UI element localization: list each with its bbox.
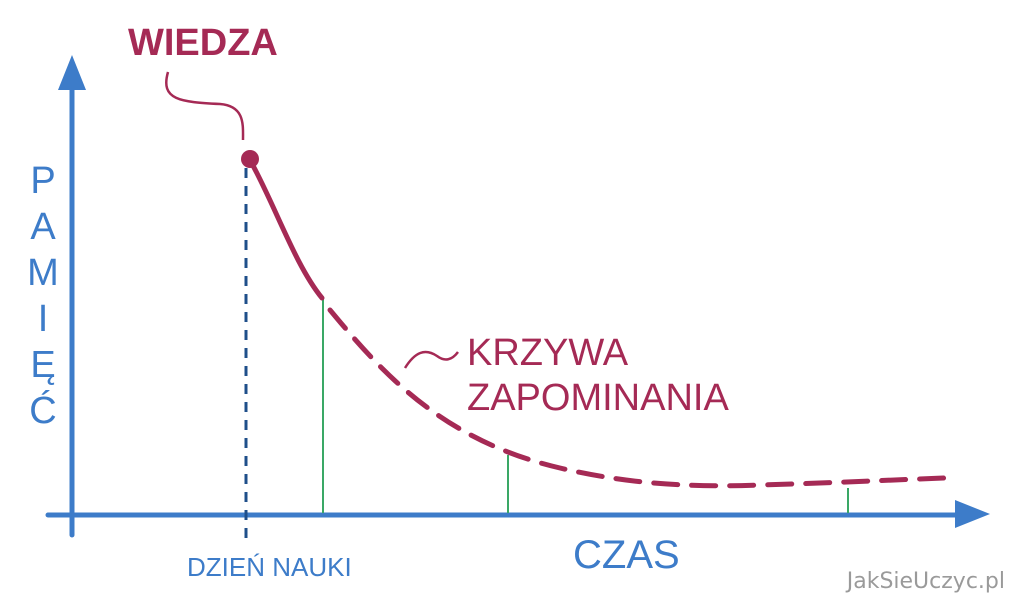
curve-label: KRZYWA: [467, 332, 629, 374]
y-axis-arrow: [58, 55, 86, 90]
x-axis-label: CZAS: [573, 533, 680, 577]
curve-dashed: [327, 307, 948, 489]
curve-label: ZAPOMINANIA: [467, 377, 729, 419]
start-label: DZIEŃ NAUKI: [187, 552, 352, 582]
knowledge-label: WIEDZA: [128, 22, 278, 64]
x-axis-arrow: [955, 500, 990, 528]
curve-solid: [247, 157, 325, 301]
watermark: JakSieUczyc.pl: [845, 569, 1005, 594]
y-axis-label: PAMIĘĆ: [22, 160, 64, 436]
leader-line: [165, 71, 245, 141]
leader-line: [403, 350, 459, 369]
knowledge-point: [241, 150, 259, 168]
